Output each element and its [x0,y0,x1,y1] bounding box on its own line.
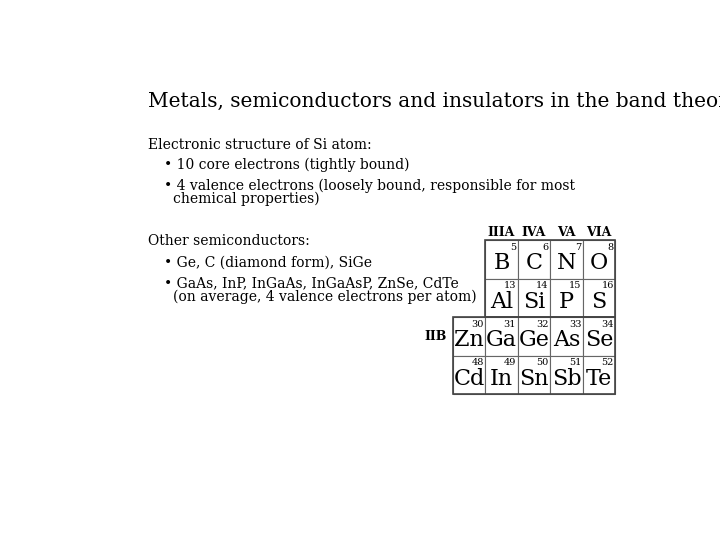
Bar [453,356,485,394]
Bar [453,318,616,394]
Bar [583,240,616,279]
Text: S: S [592,291,607,313]
Text: Si: Si [523,291,545,313]
Bar [485,240,616,318]
Bar [485,240,518,279]
Text: 32: 32 [536,320,549,329]
Text: Electronic structure of Si atom:: Electronic structure of Si atom: [148,138,372,152]
Bar [518,279,550,318]
Text: 49: 49 [504,358,516,367]
Text: Other semiconductors:: Other semiconductors: [148,234,310,248]
Text: • Ge, C (diamond form), SiGe: • Ge, C (diamond form), SiGe [163,256,372,270]
Text: 8: 8 [608,242,614,252]
Text: 52: 52 [601,358,614,367]
Text: • 4 valence electrons (loosely bound, responsible for most: • 4 valence electrons (loosely bound, re… [163,179,575,193]
Text: VA: VA [557,226,576,240]
Text: chemical properties): chemical properties) [173,192,320,206]
Bar [583,279,616,318]
Text: 15: 15 [569,281,581,290]
Bar [485,318,518,356]
Bar [518,318,550,356]
Bar [485,356,518,394]
Text: O: O [590,253,608,274]
Text: 5: 5 [510,242,516,252]
Bar [550,318,583,356]
Text: Sn: Sn [519,368,549,390]
Bar [518,356,550,394]
Bar [550,279,583,318]
Bar [485,279,518,318]
Text: C: C [526,253,543,274]
Text: VIA: VIA [587,226,612,240]
Text: 13: 13 [504,281,516,290]
Text: N: N [557,253,577,274]
Text: B: B [493,253,510,274]
Text: IIIA: IIIA [488,226,516,240]
Text: • 10 core electrons (tightly bound): • 10 core electrons (tightly bound) [163,157,409,172]
Bar [453,318,485,356]
Bar [550,356,583,394]
Text: In: In [490,368,513,390]
Text: 50: 50 [536,358,549,367]
Text: As: As [553,329,580,352]
Text: Ga: Ga [486,329,517,352]
Text: IIB: IIB [425,330,447,343]
Text: 34: 34 [601,320,614,329]
Text: • GaAs, InP, InGaAs, InGaAsP, ZnSe, CdTe: • GaAs, InP, InGaAs, InGaAsP, ZnSe, CdTe [163,276,459,291]
Bar [583,356,616,394]
Bar [518,240,550,279]
Text: (on average, 4 valence electrons per atom): (on average, 4 valence electrons per ato… [173,289,477,304]
Text: 14: 14 [536,281,549,290]
Text: Sb: Sb [552,368,582,390]
Text: 33: 33 [569,320,581,329]
Text: 7: 7 [575,242,581,252]
Text: Te: Te [586,368,612,390]
Text: Ge: Ge [518,329,549,352]
Text: Zn: Zn [454,329,484,352]
Text: 31: 31 [504,320,516,329]
Text: Se: Se [585,329,613,352]
Text: Cd: Cd [454,368,485,390]
Text: 48: 48 [472,358,484,367]
Text: 51: 51 [569,358,581,367]
Text: Al: Al [490,291,513,313]
Bar [583,318,616,356]
Bar [550,240,583,279]
Text: P: P [559,291,574,313]
Text: IVA: IVA [522,226,546,240]
Text: 6: 6 [543,242,549,252]
Text: 16: 16 [601,281,614,290]
Text: 30: 30 [472,320,484,329]
Text: Metals, semiconductors and insulators in the band theory: Metals, semiconductors and insulators in… [148,92,720,111]
